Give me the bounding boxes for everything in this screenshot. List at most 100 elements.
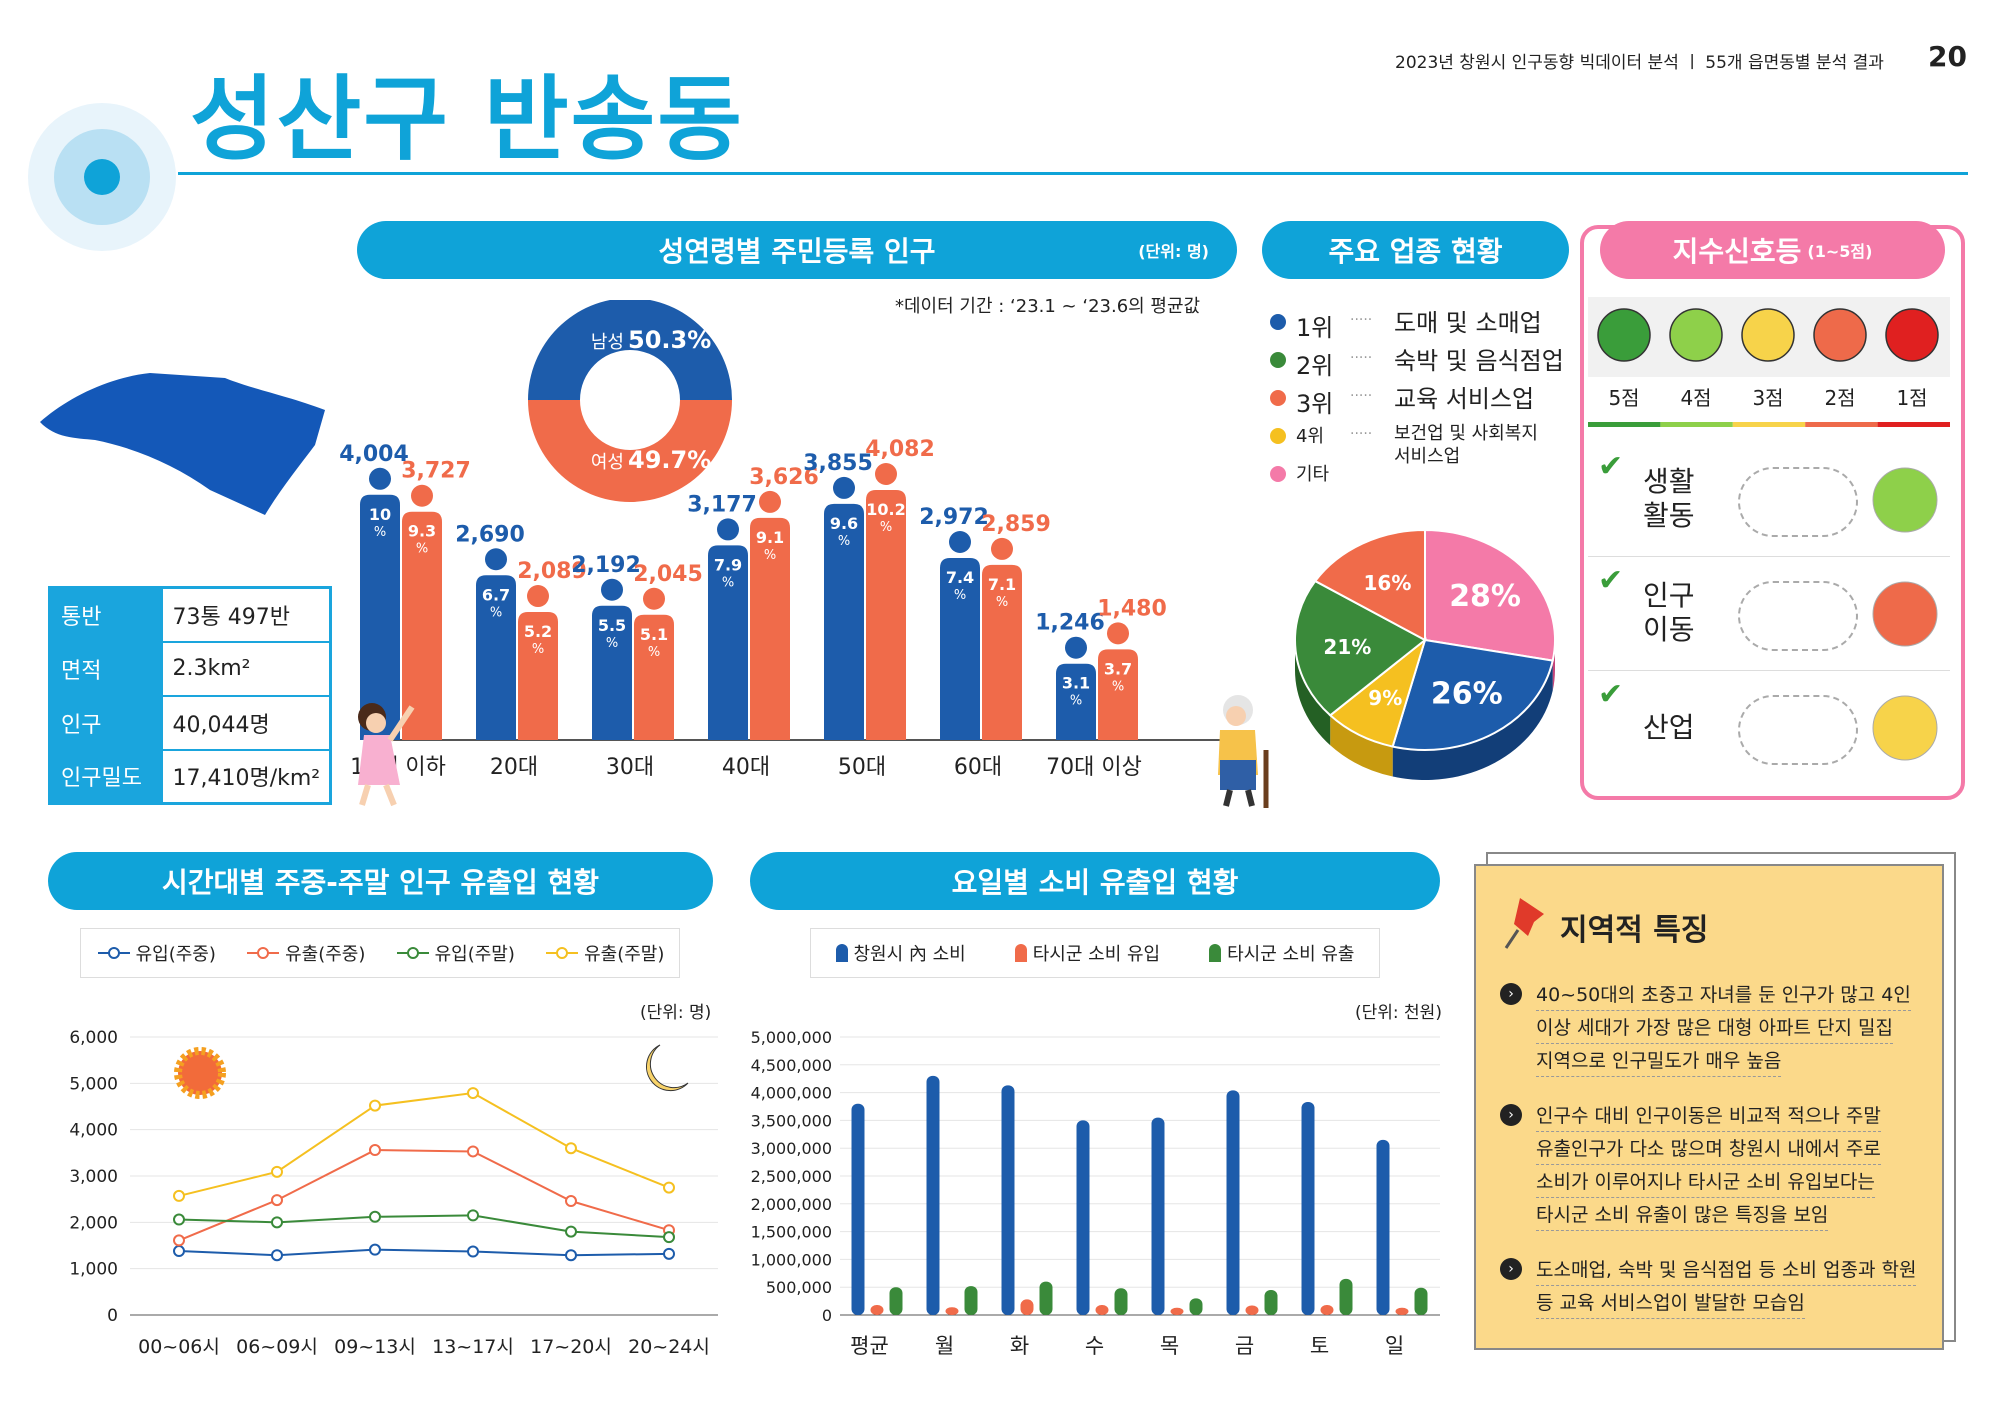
age-bar-head (717, 518, 739, 541)
day-xtick-label: 화 (1010, 1334, 1029, 1358)
age-bar-pct: 5.5 (598, 616, 626, 635)
day-xtick-label: 일 (1385, 1334, 1404, 1358)
signal-scale-segment (1877, 422, 1950, 427)
age-category-label: 60대 (954, 755, 1002, 780)
time-ytick-label: 0 (107, 1306, 118, 1326)
day-bar (1020, 1299, 1034, 1315)
industry-pie-chart: 28% 26% 9% 21% 16% (1294, 530, 1556, 780)
time-xtick-label: 20~24시 (628, 1336, 710, 1358)
time-series-point (467, 1087, 479, 1100)
day-chart-title-bar: 요일별 소비 유출입 현황 (750, 852, 1440, 910)
signal-scale-segment (1588, 422, 1661, 427)
age-bar-head (411, 484, 433, 507)
day-bar (851, 1103, 865, 1315)
signal-row-illustration-icon (1738, 695, 1858, 765)
day-ytick-label: 3,000,000 (751, 1139, 832, 1158)
feature-title: 지역적 특징 (1560, 913, 1709, 948)
day-bar (1414, 1287, 1428, 1315)
age-bar-head (949, 530, 971, 553)
industry-legend-dots: ····· (1350, 388, 1373, 404)
age-chart-title-bar: 성연령별 주민등록 인구 (단위: 명) (357, 221, 1237, 279)
time-series-point (369, 1210, 381, 1223)
time-series-point (271, 1216, 283, 1229)
feature-item-line: 유출인구가 다소 많으며 창원시 내에서 주로 (1536, 1134, 1881, 1165)
age-bar-pct-unit: % (490, 605, 502, 620)
feature-item-line: 도소매업, 숙박 및 음식점업 등 소비 업종과 학원 (1536, 1255, 1917, 1286)
age-bar-pct-unit: % (374, 525, 386, 540)
signal-face-icon (1597, 308, 1651, 362)
industry-legend-item: 기타 (1270, 460, 1570, 486)
day-ytick-label: 500,000 (766, 1278, 832, 1297)
signal-row-face-icon (1872, 467, 1938, 533)
header-divider (178, 172, 1968, 175)
feature-item-line: 이상 세대가 가장 많은 대형 아파트 단지 밀집 (1536, 1013, 1893, 1044)
industry-legend-name: 교육 서비스업 (1394, 385, 1535, 413)
day-bar (926, 1075, 940, 1315)
legend-point (406, 947, 419, 959)
time-series-point (565, 1249, 577, 1262)
gender-female-value: 49.7% (628, 446, 711, 474)
time-ytick-label: 5,000 (69, 1074, 118, 1094)
age-bar (982, 564, 1022, 740)
age-bar-head (991, 537, 1013, 560)
age-bar-head (759, 490, 781, 513)
day-ytick-label: 5,000,000 (751, 1028, 832, 1047)
feature-item-line: 타시군 소비 유출이 많은 특징을 보임 (1536, 1200, 1829, 1231)
time-series-point (663, 1247, 675, 1260)
age-bar (824, 503, 864, 740)
signal-score-label: 4점 (1680, 386, 1711, 410)
age-bar-value: 1,480 (1097, 596, 1167, 621)
day-bar (1376, 1139, 1390, 1315)
time-series-point (369, 1243, 381, 1256)
industry-legend-rank: 3위 (1296, 390, 1334, 418)
signal-scale-segment (1732, 422, 1806, 427)
time-xtick-label: 09~13시 (334, 1336, 416, 1358)
age-bar-pct: 6.7 (482, 585, 510, 604)
feature-item-line: 등 교육 서비스업이 발달한 모습임 (1536, 1288, 1805, 1319)
age-bar-value: 3,855 (803, 451, 873, 476)
day-bar (1301, 1102, 1315, 1315)
day-bar (1170, 1307, 1184, 1315)
signal-score-label: 3점 (1752, 386, 1783, 410)
age-bar-pct: 5.2 (524, 622, 552, 641)
time-series-point (173, 1213, 185, 1226)
signal-scale-segment (1660, 422, 1733, 427)
age-bar (940, 557, 980, 740)
pie-slice (1391, 638, 1554, 751)
industry-legend-rank: 4위 (1296, 426, 1325, 447)
moon-icon (646, 1044, 689, 1092)
legend-point (257, 947, 270, 959)
age-bar-pct-unit: % (532, 642, 544, 657)
age-bar (518, 612, 558, 740)
time-chart-legend: 유입(주중) 유출(주중) 유입(주말) 유출(주말) (80, 928, 680, 978)
page-title: 성산구 반송동 (190, 66, 744, 173)
age-bar-pct-unit: % (1112, 679, 1124, 694)
industry-legend-dot (1270, 466, 1286, 482)
industry-legend-rank: 기타 (1296, 464, 1330, 485)
industry-legend-name: 도매 및 소매업 (1394, 309, 1542, 337)
age-category-label: 70대 이상 (1046, 755, 1142, 780)
signal-row-label: 산업 (1643, 711, 1695, 745)
industry-legend-item: 3위 ····· 교육 서비스업 (1270, 384, 1570, 419)
signal-row-face (1872, 695, 1938, 761)
summary-key: 통반 (48, 586, 163, 643)
age-bar-pct: 3.7 (1104, 659, 1132, 678)
age-bar-pct-unit: % (838, 534, 850, 549)
signal-face-icon (1813, 308, 1867, 362)
time-legend-label: 유출(주중) (285, 944, 366, 965)
day-bar (1151, 1117, 1165, 1315)
day-ytick-label: 2,000,000 (751, 1195, 832, 1214)
age-bar-pct: 9.1 (756, 528, 784, 547)
signal-row-label-line2: 활동 (1643, 498, 1695, 532)
signal-face-icon (1885, 308, 1939, 362)
signal-row: ✔ 생활 활동 (1588, 445, 1950, 557)
industry-legend-dot (1270, 352, 1286, 368)
age-bar-pct: 10.2 (866, 500, 905, 519)
summary-key: 인구 (48, 694, 163, 751)
day-legend-marker (1014, 944, 1027, 962)
day-bar (870, 1304, 884, 1315)
day-xtick-label: 수 (1085, 1334, 1104, 1358)
time-series-point (271, 1165, 283, 1178)
day-ytick-label: 4,000,000 (751, 1084, 832, 1103)
